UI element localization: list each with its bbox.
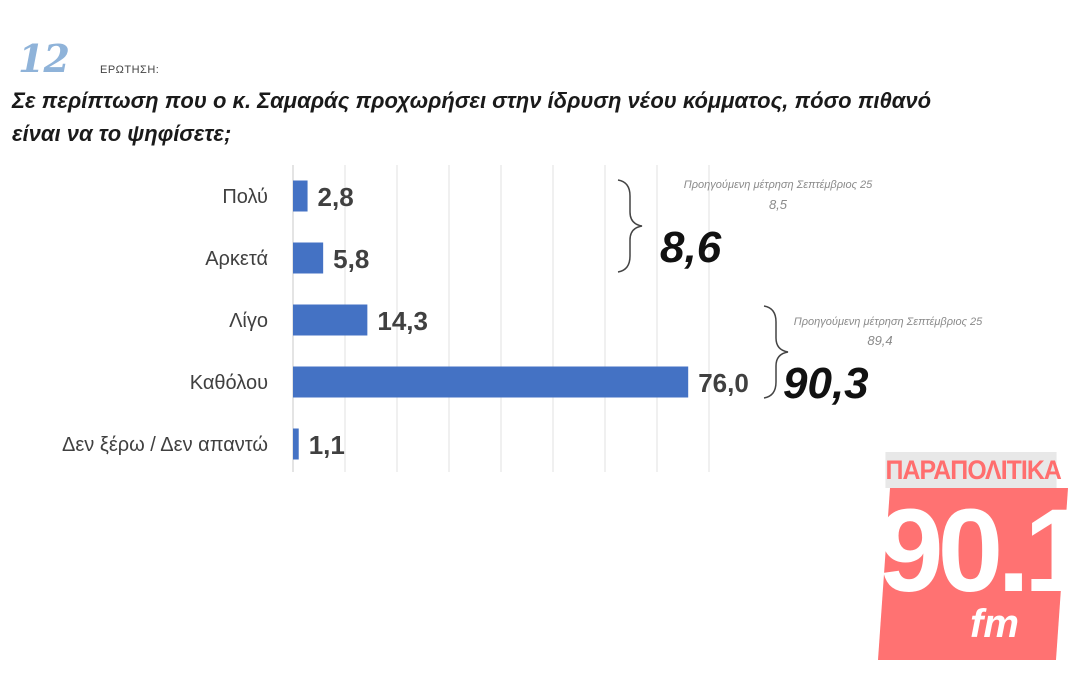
value-label: 2,8 bbox=[318, 182, 354, 212]
group-brace-bottom bbox=[763, 305, 789, 399]
value-label: 14,3 bbox=[377, 306, 428, 336]
question-number: 12 bbox=[18, 36, 70, 81]
group-brace-top bbox=[617, 179, 643, 273]
bar bbox=[293, 304, 368, 336]
value-label: 76,0 bbox=[698, 368, 749, 398]
previous-value-top: 8,5 bbox=[769, 197, 788, 212]
question-text-line2: είναι να το ψηφίσετε; bbox=[12, 121, 232, 146]
question-text-line1: Σε περίπτωση που ο κ. Σαμαράς προχωρήσει… bbox=[12, 88, 932, 113]
previous-value-bottom: 89,4 bbox=[867, 333, 892, 348]
category-label: Λίγο bbox=[229, 310, 268, 332]
value-label: 5,8 bbox=[333, 244, 369, 274]
bar bbox=[293, 366, 689, 398]
category-label: Αρκετά bbox=[205, 248, 268, 270]
category-labels: Πολύ Αρκετά Λίγο Καθόλου Δεν ξέρω / Δεν απαν… bbox=[62, 186, 268, 456]
radio-logo: ΠΑΡΑΠΟΛΙΤΙΚΑ 90.1 fm bbox=[877, 452, 1087, 662]
logo-top-text: ΠΑΡΑΠΟΛΙΤΙΚΑ bbox=[885, 452, 1062, 488]
value-labels: 2,8 5,8 14,3 76,0 1,1 bbox=[309, 182, 749, 460]
category-label: Πολύ bbox=[222, 186, 268, 208]
logo-suffix: fm bbox=[970, 602, 1019, 646]
previous-label-bottom: Προηγούμενη μέτρηση Σεπτέμβριος 25 bbox=[794, 316, 983, 328]
question-label: ΕΡΩΤΗΣΗ: bbox=[100, 64, 160, 76]
previous-label-top: Προηγούμενη μέτρηση Σεπτέμβριος 25 bbox=[684, 179, 873, 191]
category-label: Καθόλου bbox=[190, 372, 268, 394]
question-text: Σε περίπτωση που ο κ. Σαμαράς προχωρήσει… bbox=[12, 84, 1012, 150]
group-total-top: 8,6 bbox=[660, 223, 722, 272]
bar bbox=[293, 428, 299, 460]
value-label: 1,1 bbox=[309, 430, 345, 460]
category-label: Δεν ξέρω / Δεν απαντώ bbox=[62, 434, 268, 456]
bar bbox=[293, 180, 308, 212]
bar bbox=[293, 242, 324, 274]
logo-number: 90.1 bbox=[878, 485, 1087, 617]
chart-bars bbox=[293, 180, 689, 460]
group-total-bottom: 90,3 bbox=[783, 359, 869, 408]
